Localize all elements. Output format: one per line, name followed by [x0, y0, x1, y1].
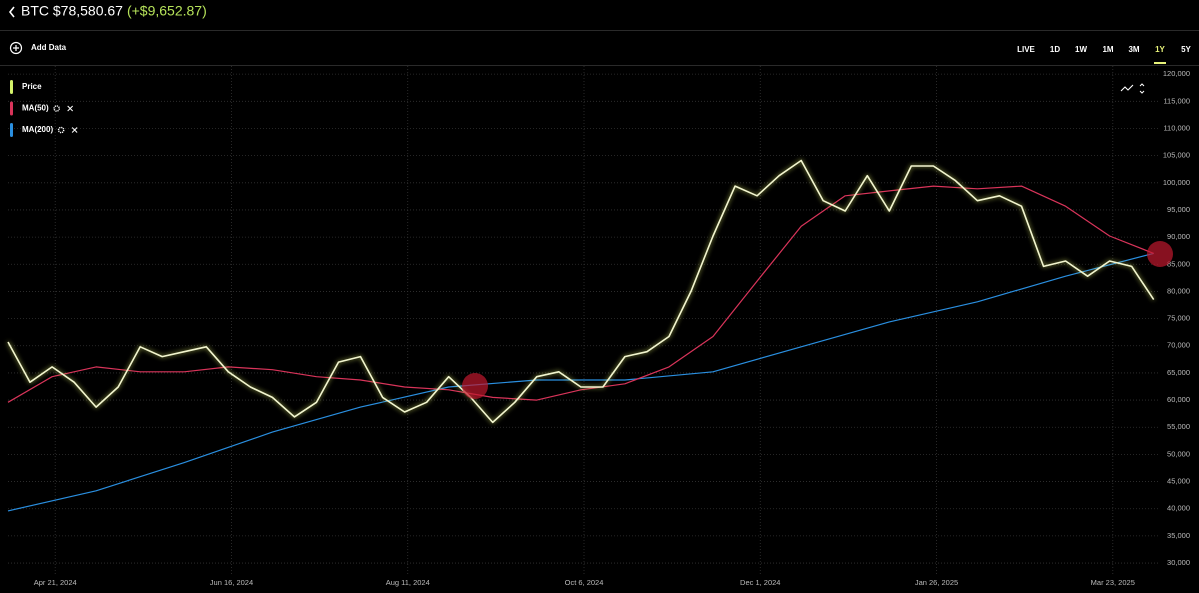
x-tick-label: Apr 21, 2024 — [34, 578, 77, 587]
crossover-marker — [462, 373, 488, 399]
legend-swatch — [10, 101, 13, 116]
y-tick-label: 40,000 — [1167, 504, 1190, 513]
add-data-button[interactable]: Add Data — [9, 41, 67, 55]
y-tick-label: 100,000 — [1163, 178, 1190, 187]
range-button[interactable]: 1M — [1102, 45, 1113, 54]
range-button[interactable]: 3M — [1128, 45, 1139, 54]
y-tick-label: 55,000 — [1167, 422, 1190, 431]
x-tick-label: Mar 23, 2025 — [1091, 578, 1135, 587]
plot — [7, 159, 1155, 512]
range-button[interactable]: 1Y — [1155, 45, 1165, 54]
y-tick-label: 110,000 — [1163, 123, 1190, 132]
x-tick-label: Jun 16, 2024 — [210, 578, 253, 587]
x-tick-label: Oct 6, 2024 — [565, 578, 604, 587]
price-change: (+$9,652.87) — [127, 3, 207, 19]
settings-icon[interactable] — [57, 126, 65, 134]
y-tick-label: 35,000 — [1167, 531, 1190, 540]
y-tick-label: 115,000 — [1163, 96, 1190, 105]
series-line — [7, 159, 1155, 424]
legend-label: MA(200) — [22, 125, 53, 134]
y-tick-label: 75,000 — [1167, 314, 1190, 323]
add-data-label: Add Data — [31, 43, 67, 52]
x-tick-label: Dec 1, 2024 — [740, 578, 780, 587]
range-button[interactable]: 1D — [1050, 45, 1060, 54]
legend-swatch — [10, 123, 13, 137]
y-tick-label: 65,000 — [1167, 368, 1190, 377]
chart-type-icon — [1120, 84, 1134, 92]
y-tick-label: 45,000 — [1167, 477, 1190, 486]
y-tick-label: 95,000 — [1167, 205, 1190, 214]
legend: Price MA(50) MA(200) — [10, 80, 78, 137]
settings-icon[interactable] — [53, 105, 60, 112]
legend-label: Price — [22, 82, 42, 91]
title: BTC $78,580.67 — [21, 3, 123, 19]
range-button[interactable]: 5Y — [1181, 45, 1191, 54]
y-tick-label: 60,000 — [1167, 395, 1190, 404]
legend-label: MA(50) — [22, 104, 49, 113]
chart-type-toggle[interactable] — [1120, 83, 1145, 94]
grid: 30,000 35,000 40,000 45,000 50,000 55,000 60,0… — [8, 66, 1190, 587]
y-tick-label: 120,000 — [1163, 69, 1190, 78]
range-selector: LIVE 1D 1W 1M 3M 1Y 5Y — [1017, 45, 1192, 64]
y-tick-label: 50,000 — [1167, 449, 1190, 458]
add-icon-plus — [13, 45, 19, 51]
remove-icon[interactable] — [67, 105, 74, 112]
x-tick-label: Jan 26, 2025 — [915, 578, 958, 587]
crossover-marker — [1147, 241, 1173, 267]
y-tick-label: 85,000 — [1167, 259, 1190, 268]
y-tick-label: 90,000 — [1167, 232, 1190, 241]
y-tick-label: 105,000 — [1163, 151, 1190, 160]
y-tick-label: 30,000 — [1167, 558, 1190, 567]
remove-icon[interactable] — [71, 127, 78, 133]
legend-swatch — [10, 80, 13, 94]
add-icon — [9, 41, 23, 55]
series-line — [7, 252, 1154, 512]
chart-type-arrows — [1139, 83, 1145, 94]
range-button[interactable]: 1W — [1075, 45, 1087, 54]
back-button[interactable] — [8, 6, 15, 18]
x-tick-label: Aug 11, 2024 — [386, 578, 430, 587]
y-tick-label: 70,000 — [1167, 341, 1190, 350]
range-button[interactable]: LIVE — [1017, 45, 1035, 54]
y-tick-label: 80,000 — [1167, 286, 1190, 295]
